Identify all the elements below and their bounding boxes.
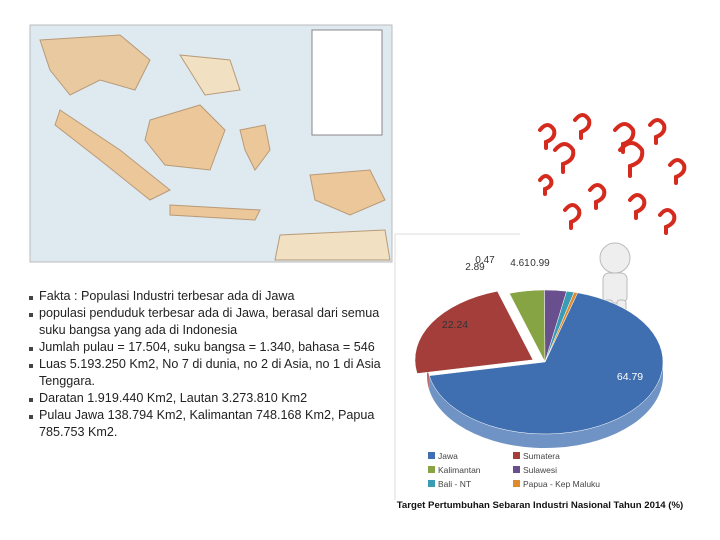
legend-label: Sumatera xyxy=(523,451,560,461)
pie-slice xyxy=(544,291,578,363)
legend-swatch xyxy=(428,466,435,473)
pie-slice-side xyxy=(429,362,663,449)
bullet-item: Luas 5.193.250 Km2, No 7 di dunia, no 2 … xyxy=(28,356,388,390)
legend-swatch xyxy=(513,466,520,473)
bullet-list: Fakta : Populasi Industri terbesar ada d… xyxy=(28,288,388,441)
legend-label: Sulawesi xyxy=(523,465,557,475)
map-image xyxy=(29,24,393,263)
bullet-item: Daratan 1.919.440 Km2, Lautan 3.273.810 … xyxy=(28,390,388,407)
legend-label: Kalimantan xyxy=(438,465,481,475)
value-label: 0.99 xyxy=(530,258,550,269)
question-person-image xyxy=(538,113,687,235)
value-label: 22.24 xyxy=(442,319,468,331)
legend-label: Bali - NT xyxy=(438,479,471,489)
chart-caption: Target Pertumbuhan Sebaran Industri Nasi… xyxy=(397,500,683,511)
value-label: 0.47 xyxy=(475,255,495,266)
bullet-item: Jumlah pulau = 17.504, suku bangsa = 1.3… xyxy=(28,339,388,356)
value-label: 2.89 xyxy=(465,262,485,273)
legend-label: Papua - Kep Maluku xyxy=(523,479,600,489)
bullet-item: populasi penduduk terbesar ada di Jawa, … xyxy=(28,305,388,339)
value-label: 64.79 xyxy=(617,371,643,383)
value-label: 4.61 xyxy=(510,258,530,269)
legend-swatch xyxy=(428,452,435,459)
bullet-item: Fakta : Populasi Industri terbesar ada d… xyxy=(28,288,388,305)
legend-swatch xyxy=(513,452,520,459)
legend-swatch xyxy=(428,480,435,487)
bullet-item: Pulau Jawa 138.794 Km2, Kalimantan 748.1… xyxy=(28,407,388,441)
pie-slice xyxy=(414,290,534,374)
legend-swatch xyxy=(513,480,520,487)
legend-label: Jawa xyxy=(438,451,458,461)
pie-slice xyxy=(428,292,664,435)
